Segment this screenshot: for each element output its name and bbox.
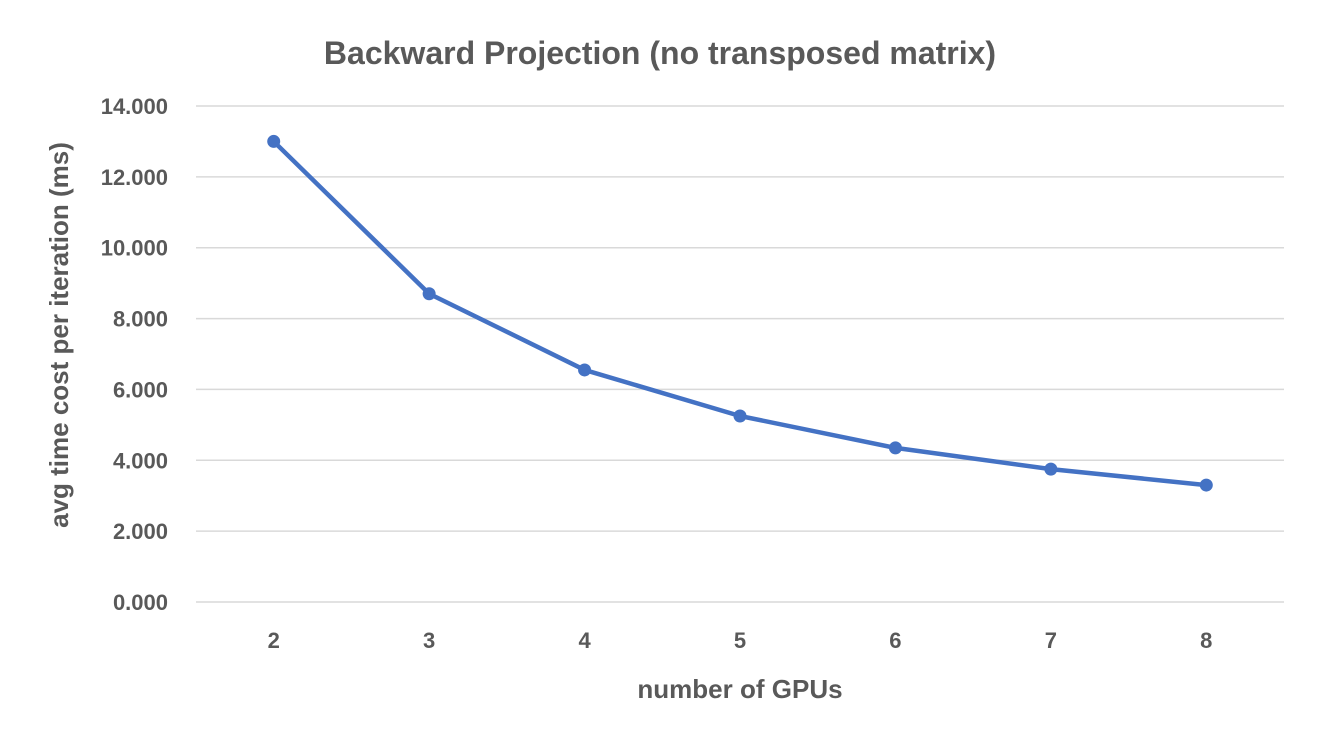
y-axis-title: avg time cost per iteration (ms) [44,142,74,528]
x-tick-label: 4 [578,628,591,653]
x-tick-label: 2 [268,628,280,653]
gridlines [196,105,1284,603]
y-tick-label: 8.000 [113,307,168,332]
series [267,134,1213,492]
x-axis-ticks: 2 3 4 5 6 7 8 [268,628,1213,653]
y-tick-label: 6.000 [113,377,168,402]
y-tick-label: 12.000 [101,165,168,190]
x-tick-label: 8 [1200,628,1212,653]
x-tick-label: 3 [423,628,435,653]
y-axis-ticks: 0.000 2.000 4.000 6.000 8.000 10.000 12.000 14.… [101,94,168,615]
data-point [578,363,592,377]
data-point [1199,478,1213,492]
data-point [1044,462,1058,476]
x-axis-title: number of GPUs [637,674,842,704]
y-tick-label: 2.000 [113,519,168,544]
data-point [422,287,436,301]
x-tick-label: 7 [1045,628,1057,653]
data-point [888,441,902,455]
y-tick-label: 10.000 [101,236,168,261]
data-point [267,134,281,148]
x-tick-label: 5 [734,628,746,653]
chart-title: Backward Projection (no transposed matri… [324,35,996,71]
y-tick-label: 0.000 [113,590,168,615]
y-tick-label: 14.000 [101,94,168,119]
series-line [271,139,1209,488]
x-tick-label: 6 [889,628,901,653]
y-tick-label: 4.000 [113,448,168,473]
data-point [733,409,747,423]
